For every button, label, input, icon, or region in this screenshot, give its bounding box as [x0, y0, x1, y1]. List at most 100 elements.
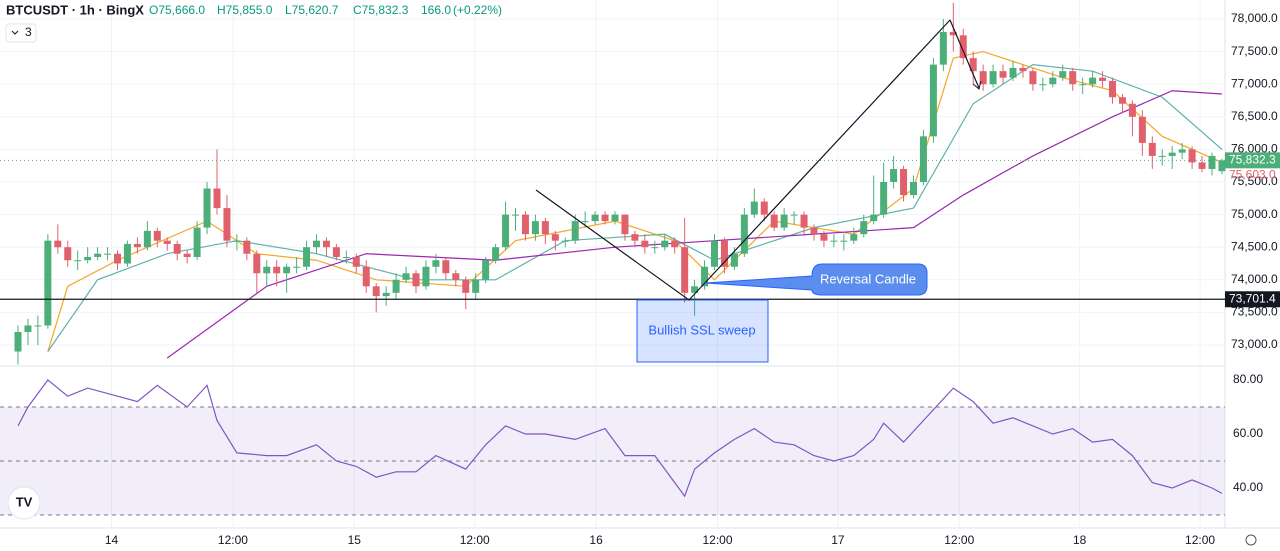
candle-body	[133, 243, 141, 248]
candle-body	[1019, 67, 1027, 72]
candle-body	[1029, 71, 1037, 85]
candle-body	[601, 214, 609, 222]
callout[interactable]	[704, 263, 928, 296]
price-label: 75,832.3	[1229, 153, 1276, 167]
candle-body	[641, 240, 649, 248]
settings[interactable]	[1245, 534, 1257, 546]
candle-body	[860, 221, 868, 235]
candle-body	[1218, 160, 1226, 172]
candle-body	[830, 240, 838, 242]
candle-body	[1079, 84, 1087, 86]
y-tick-label: 74,000.0	[1231, 272, 1278, 286]
y-tick-label: 74,500.0	[1231, 239, 1278, 253]
candle-body	[1208, 155, 1216, 169]
y-tick-label: 73,000.0	[1231, 337, 1278, 351]
candle-body	[1039, 84, 1047, 86]
candle-body	[114, 253, 121, 264]
rsi-tick-label: 80.00	[1233, 372, 1263, 386]
candle-body	[1178, 149, 1186, 153]
candle-body	[979, 71, 987, 85]
candle-body	[1049, 77, 1057, 85]
x-tick-label: 17	[831, 533, 845, 547]
x-tick-label: 12:00	[702, 533, 732, 547]
candle-body	[173, 243, 181, 254]
candle-body	[730, 253, 738, 267]
candle-body	[74, 260, 82, 262]
candle-body	[362, 266, 370, 287]
candle-body	[273, 266, 281, 274]
x-tick-label: 18	[1073, 533, 1087, 547]
candle-body	[551, 234, 559, 241]
candle-body	[959, 35, 967, 59]
candle-body	[432, 260, 440, 267]
tv-logo: TV	[7, 486, 41, 520]
candle-body	[870, 214, 878, 222]
candle-body	[123, 243, 131, 264]
candle-body	[1069, 71, 1077, 85]
candle-body	[969, 58, 977, 72]
y-tick-label: 76,500.0	[1231, 109, 1278, 123]
x-tick-label: 14	[105, 533, 119, 547]
candle-body	[283, 266, 291, 274]
candle-body	[1198, 162, 1206, 169]
candle-body	[263, 266, 271, 274]
x-tick-label: 16	[589, 533, 603, 547]
candle-body	[462, 279, 470, 293]
candle-body	[332, 247, 340, 257]
candle-body	[442, 260, 450, 274]
candle-body	[691, 286, 699, 293]
candle-body	[770, 214, 778, 228]
candle-body	[223, 208, 231, 241]
candle-body	[492, 247, 500, 261]
candle-body	[800, 214, 808, 228]
candle-body	[253, 253, 261, 274]
candle-body	[561, 240, 569, 242]
rsi-line	[17, 379, 1223, 498]
candle-body	[631, 234, 639, 241]
candle-body	[104, 253, 112, 255]
price-label-box	[1225, 291, 1280, 308]
candle-body	[1118, 97, 1126, 104]
candle-body	[1148, 142, 1156, 156]
candle-body	[720, 240, 728, 267]
candle-body	[153, 230, 161, 241]
ohlc-high: H75,855.0	[217, 3, 273, 17]
y-tick-label: 77,500.0	[1231, 44, 1278, 58]
candle-body	[531, 221, 539, 235]
candle-body	[512, 214, 519, 216]
candle-body	[1059, 71, 1067, 78]
candle-body	[412, 273, 420, 287]
sweep-box[interactable]	[636, 299, 769, 363]
candle-body	[880, 182, 888, 215]
candle-body	[571, 221, 579, 241]
price-label: 73,701.4	[1229, 291, 1276, 305]
candle-body	[1138, 116, 1146, 143]
x-tick-label: 12:00	[944, 533, 974, 547]
candle-body	[949, 32, 957, 36]
symbol: BTCUSDT · 1h · BingX	[6, 2, 144, 17]
candle-body	[322, 240, 330, 248]
y-tick-label: 73,500.0	[1231, 305, 1278, 319]
indicator-toggle[interactable]	[5, 23, 37, 43]
rsi-band	[0, 407, 1225, 515]
candle-body	[502, 214, 510, 248]
arrow-drawing[interactable]	[949, 19, 980, 89]
candle-body	[382, 292, 390, 297]
candle-body	[482, 260, 490, 280]
trend-drawing[interactable]	[535, 19, 951, 301]
y-tick-label: 75,500.0	[1231, 174, 1278, 188]
candle-body	[611, 214, 619, 222]
candle-body	[890, 168, 898, 182]
candle-body	[372, 286, 380, 297]
candle-body	[342, 256, 350, 258]
candle-body	[521, 214, 529, 235]
candle-body	[760, 201, 768, 215]
candle-body	[929, 64, 937, 137]
candle-body	[750, 201, 758, 215]
x-tick-label: 12:00	[460, 533, 490, 547]
candle-body	[24, 325, 32, 332]
volume: 166.0	[421, 3, 451, 17]
candle-body	[14, 331, 22, 352]
